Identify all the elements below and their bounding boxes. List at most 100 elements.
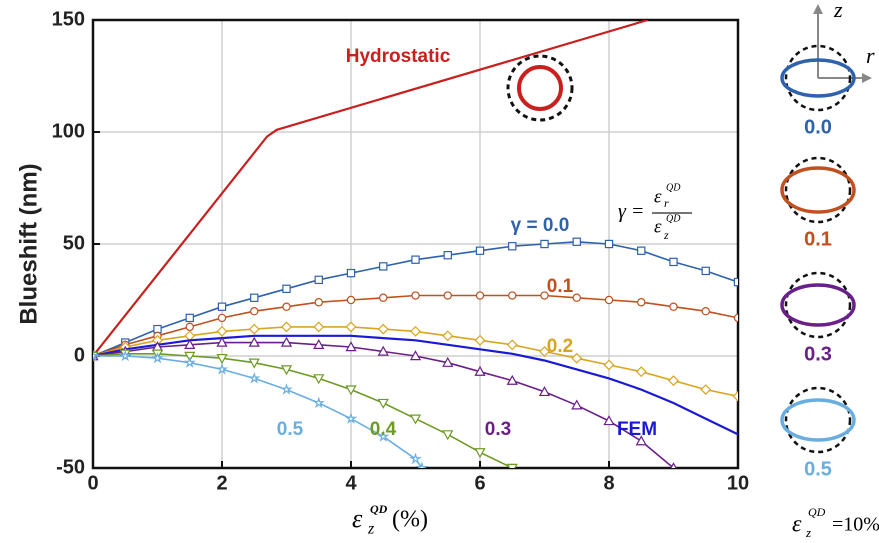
marker bbox=[282, 284, 291, 294]
marker bbox=[572, 293, 581, 302]
marker bbox=[668, 375, 679, 387]
marker bbox=[184, 351, 196, 362]
deformed-dot bbox=[780, 58, 856, 98]
x-label-unit: (%) bbox=[392, 507, 428, 533]
marker bbox=[701, 307, 710, 316]
shape-label: 0.0 bbox=[804, 116, 832, 138]
x-axis-label: ε z QD (%) bbox=[352, 502, 428, 538]
series-label: 0.5 bbox=[277, 419, 304, 440]
x-label-sup: QD bbox=[370, 502, 388, 516]
marker bbox=[93, 349, 100, 362]
marker bbox=[669, 257, 678, 267]
marker bbox=[345, 321, 357, 333]
series-line bbox=[93, 20, 649, 357]
marker bbox=[603, 359, 615, 371]
marker bbox=[313, 374, 325, 385]
y-tick-label: -50 bbox=[56, 456, 85, 478]
series-label: 0.4 bbox=[370, 419, 397, 440]
reference-circle bbox=[784, 271, 852, 339]
marker bbox=[637, 298, 646, 307]
marker bbox=[184, 338, 196, 349]
formula-num-sub: r bbox=[664, 196, 669, 210]
marker bbox=[508, 291, 517, 300]
deformed-dot bbox=[780, 283, 856, 327]
marker bbox=[637, 246, 646, 255]
marker bbox=[506, 463, 518, 468]
marker bbox=[506, 374, 518, 385]
marker bbox=[571, 352, 583, 364]
marker bbox=[603, 415, 615, 426]
caption-sup: QD bbox=[808, 505, 826, 519]
marker bbox=[474, 334, 486, 346]
marker bbox=[314, 298, 323, 307]
series-label: 0.1 bbox=[547, 276, 574, 297]
shape-label: 0.5 bbox=[804, 458, 832, 480]
series-label: FEM bbox=[617, 419, 657, 440]
marker bbox=[538, 386, 551, 397]
marker bbox=[314, 275, 323, 285]
marker bbox=[409, 414, 422, 425]
formula-lhs: γ = bbox=[618, 201, 644, 223]
marker bbox=[733, 313, 738, 323]
marker bbox=[250, 307, 259, 316]
marker bbox=[474, 448, 486, 459]
marker bbox=[313, 338, 325, 349]
series-label: Hydrostatic bbox=[346, 46, 451, 67]
marker bbox=[443, 291, 452, 300]
reference-circle bbox=[784, 44, 852, 112]
marker bbox=[313, 321, 325, 333]
marker bbox=[411, 291, 420, 300]
axis-r: r bbox=[866, 43, 875, 68]
formula-num: ε bbox=[654, 186, 662, 207]
marker bbox=[217, 302, 227, 311]
marker bbox=[474, 365, 486, 376]
marker bbox=[540, 291, 549, 300]
marker bbox=[248, 336, 260, 347]
marker bbox=[572, 237, 581, 246]
reference-circle bbox=[784, 156, 852, 224]
marker bbox=[732, 390, 738, 402]
series-line bbox=[93, 334, 738, 436]
formula-den: ε bbox=[654, 216, 662, 237]
marker bbox=[281, 321, 292, 333]
x-label-sub: z bbox=[367, 521, 375, 538]
marker bbox=[475, 291, 485, 300]
marker bbox=[410, 325, 421, 337]
marker bbox=[346, 268, 356, 278]
marker bbox=[442, 430, 454, 441]
marker bbox=[216, 325, 228, 337]
marker bbox=[312, 396, 325, 409]
marker bbox=[377, 345, 389, 356]
series-label: γ = 0.0 bbox=[511, 215, 570, 236]
marker bbox=[250, 293, 259, 302]
marker bbox=[185, 313, 194, 323]
marker bbox=[540, 239, 549, 249]
marker bbox=[215, 363, 229, 375]
formula-den-sub: z bbox=[663, 228, 669, 242]
marker bbox=[733, 277, 738, 287]
marker bbox=[346, 295, 356, 305]
marker bbox=[409, 452, 422, 465]
marker bbox=[508, 242, 517, 251]
marker bbox=[280, 365, 293, 376]
marker bbox=[377, 323, 389, 335]
formula: γ = ε r QD ε z QD bbox=[618, 182, 692, 242]
marker bbox=[506, 339, 518, 351]
marker bbox=[282, 302, 291, 311]
marker bbox=[379, 293, 388, 302]
y-axis-label: Blueshift (nm) bbox=[15, 163, 42, 324]
caption-sub: z bbox=[805, 525, 811, 540]
marker bbox=[217, 313, 227, 323]
deformed-dot bbox=[780, 166, 856, 214]
formula-num-sup: QD bbox=[666, 182, 681, 193]
illustration: z r ε z QD =10% 0.0 0.1 0.3 0.5 bbox=[780, 0, 879, 540]
inset-hydrostatic bbox=[506, 54, 574, 122]
series-line bbox=[93, 355, 423, 468]
marker bbox=[443, 251, 452, 260]
formula-den-sup: QD bbox=[666, 213, 681, 224]
marker bbox=[119, 349, 132, 362]
x-tick-label: 10 bbox=[727, 472, 749, 494]
marker bbox=[442, 356, 454, 367]
shape-label: 0.1 bbox=[804, 228, 832, 250]
